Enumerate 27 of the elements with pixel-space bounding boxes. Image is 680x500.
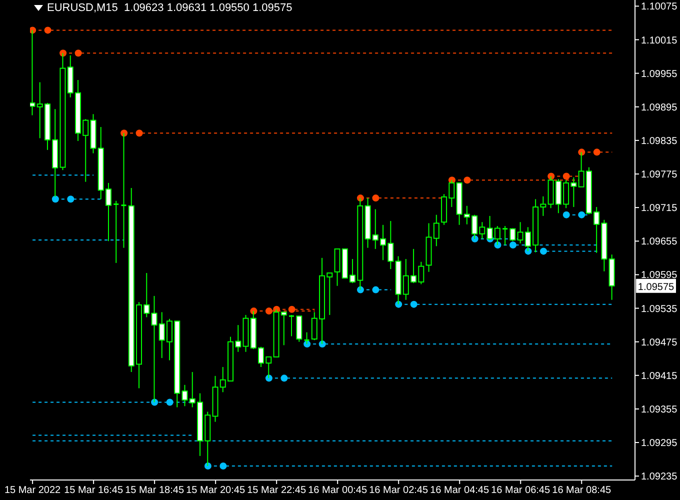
y-tick-label: 1.09955 [641,68,678,80]
x-tick-label: 16 Mar 04:45 [430,485,490,496]
y-tick-label: 1.09655 [641,236,678,248]
y-tick-label: 1.09415 [641,370,678,382]
y-tick-label: 1.09775 [641,170,678,181]
x-tick-label: 16 Mar 06:45 [491,485,551,496]
x-tick-label: 15 Mar 22:45 [247,485,306,496]
y-tick-label: 1.09715 [641,203,678,214]
y-tick-label: 1.09295 [641,438,678,450]
chart-title: EURUSD,M15 1.09623 1.09631 1.09550 1.09575 [47,2,292,14]
x-tick-label: 16 Mar 02:45 [369,485,428,496]
x-tick-label: 15 Mar 2022 [4,485,62,496]
y-tick-label: 1.09535 [641,304,678,315]
y-tick-label: 1.09895 [641,102,678,114]
annotation: 1.09575 [638,282,675,293]
x-tick-label: 15 Mar 18:45 [125,485,184,496]
x-tick-label: 15 Mar 16:45 [64,485,124,496]
y-tick-label: 1.10075 [641,2,678,13]
y-tick-label: 1.09475 [641,337,678,348]
y-tick-label: 1.09835 [641,136,678,147]
y-tick-label: 1.10015 [641,35,678,46]
x-tick-label: 16 Mar 00:45 [308,485,368,496]
x-tick-label: 15 Mar 20:45 [186,485,246,496]
y-tick-label: 1.09355 [641,404,678,416]
y-tick-label: 1.09235 [641,472,678,483]
x-tick-label: 16 Mar 08:45 [552,485,612,496]
y-tick-label: 1.09595 [641,270,678,282]
